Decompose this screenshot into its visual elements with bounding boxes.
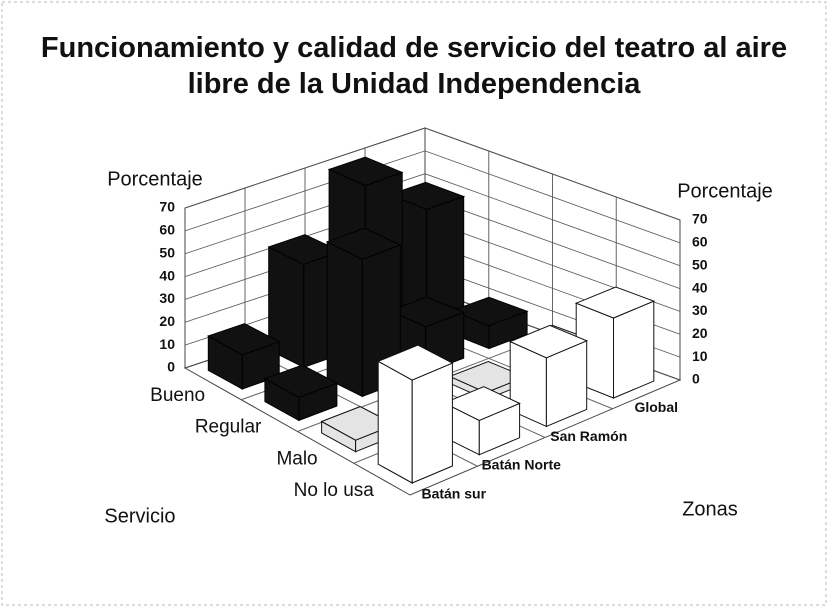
bar-top xyxy=(263,364,339,399)
y-tick-label: 0 xyxy=(692,371,700,387)
bar-top xyxy=(388,296,466,328)
z-axis-title: Zonas xyxy=(682,498,738,520)
y-tick-label: 50 xyxy=(692,256,708,272)
x-axis-title: Servicio xyxy=(104,505,175,527)
y-tick-label: 60 xyxy=(692,234,708,250)
x-tick-label: Global xyxy=(634,399,678,415)
bar xyxy=(442,386,521,456)
y-tick-label: 20 xyxy=(692,325,708,341)
bar xyxy=(263,364,339,422)
bar xyxy=(377,344,454,484)
bar xyxy=(574,286,656,399)
bar-side xyxy=(326,240,363,398)
series-label: No lo usa xyxy=(294,480,375,501)
bar-top xyxy=(574,286,656,319)
y-tick-label: 60 xyxy=(159,222,175,238)
y-axis-title: Porcentaje xyxy=(107,168,203,190)
y-tick-label: 70 xyxy=(692,211,708,227)
bar xyxy=(508,324,588,428)
x-tick-label: Batán Norte xyxy=(482,457,562,473)
series-label: Malo xyxy=(276,448,317,469)
bar-top xyxy=(442,386,521,421)
chart-title: Funcionamiento y calidad de servicio del… xyxy=(40,32,788,100)
x-tick-label: Batán sur xyxy=(421,485,486,501)
bar-top xyxy=(327,156,404,187)
y-tick-label: 40 xyxy=(159,267,175,283)
grid-line xyxy=(184,150,681,244)
bar-front xyxy=(411,362,453,484)
y-tick-label: 10 xyxy=(159,336,175,352)
series-label: Regular xyxy=(195,417,262,438)
x-tick-label: San Ramón xyxy=(550,428,627,444)
y-tick-label: 30 xyxy=(159,290,175,306)
y-tick-label: 50 xyxy=(159,244,175,260)
y-tick-label: 10 xyxy=(692,348,708,364)
bar-top xyxy=(207,323,281,356)
grid-line xyxy=(184,127,681,221)
bar-side xyxy=(377,360,413,484)
y-tick-label: 30 xyxy=(692,302,708,318)
y-tick-label: 0 xyxy=(167,359,175,375)
y-tick-label: 40 xyxy=(692,279,708,295)
bar-top xyxy=(325,227,402,260)
bar-top xyxy=(377,344,454,381)
y-tick-label: 70 xyxy=(159,199,175,215)
series-label: Bueno xyxy=(150,385,205,406)
y-tick-label: 20 xyxy=(159,313,175,329)
grid-line xyxy=(184,173,681,267)
y-axis-title: Porcentaje xyxy=(677,180,773,202)
bar-top xyxy=(508,324,588,359)
